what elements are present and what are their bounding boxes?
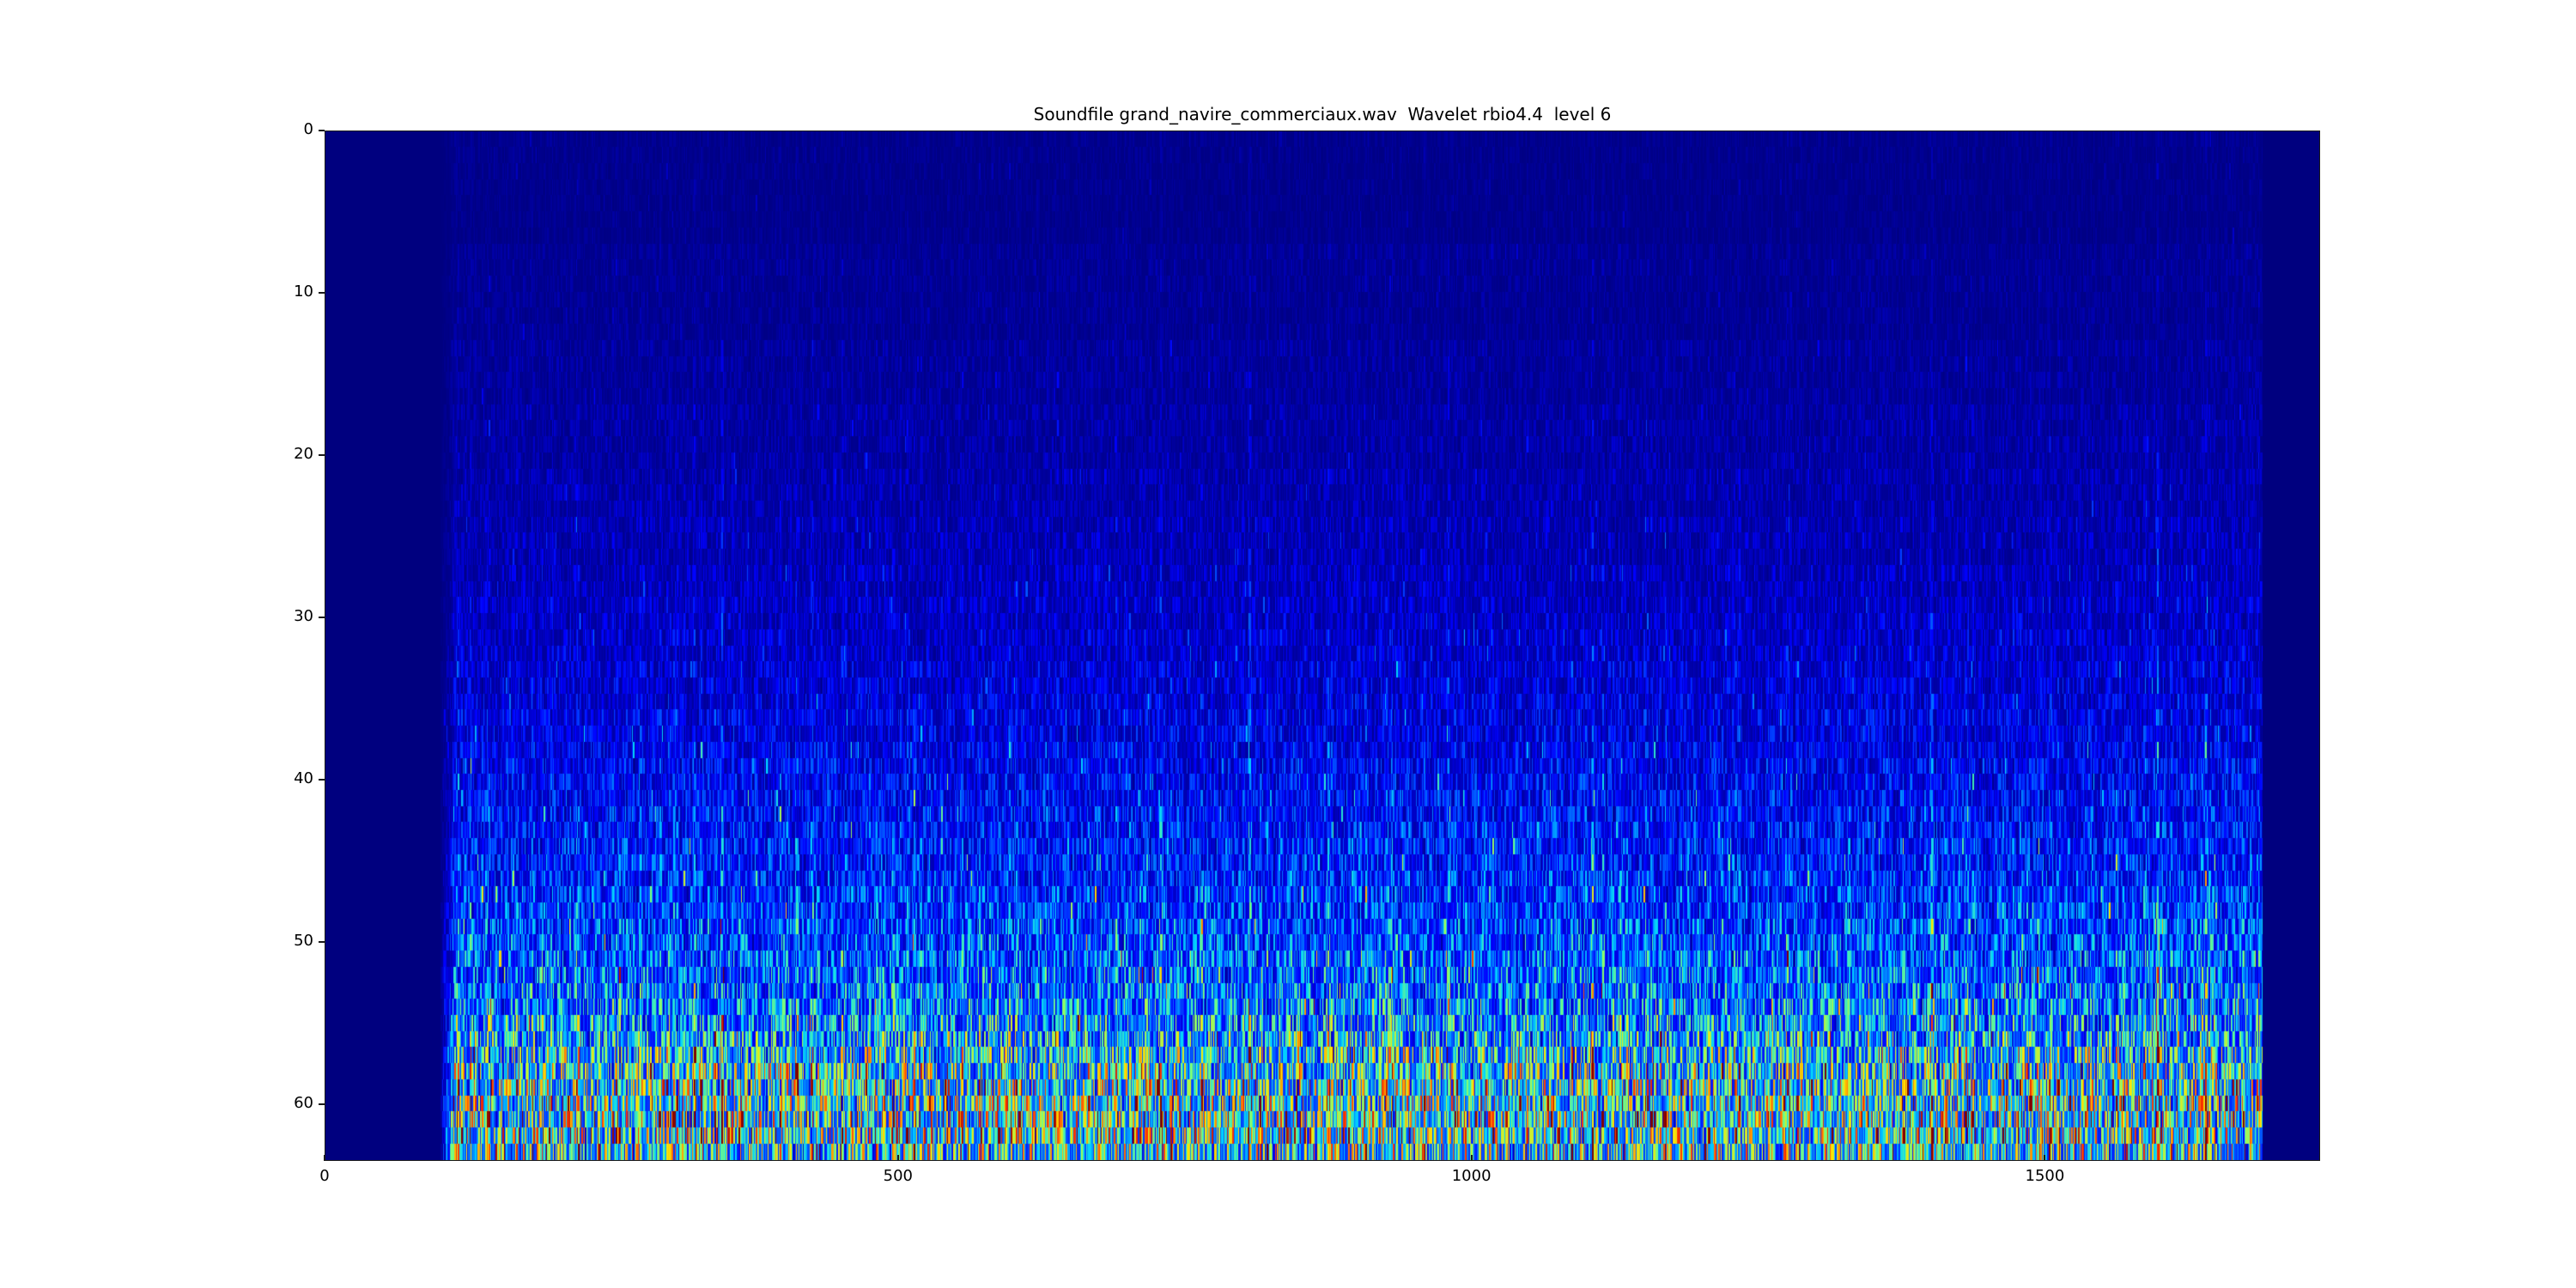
x-tick-mark bbox=[1470, 1155, 1473, 1161]
y-tick-label: 60 bbox=[294, 1093, 313, 1112]
y-tick-label: 40 bbox=[294, 769, 313, 787]
chart-title: Soundfile grand_navire_commerciaux.wav W… bbox=[1033, 104, 1612, 125]
y-tick-label: 30 bbox=[294, 606, 313, 625]
y-tick-mark bbox=[319, 291, 325, 294]
x-tick-mark bbox=[324, 1155, 325, 1161]
x-tick-label: 1500 bbox=[2025, 1167, 2065, 1185]
y-tick-mark bbox=[319, 453, 325, 456]
scalogram-axes bbox=[325, 131, 2320, 1161]
scalogram-heatmap bbox=[325, 131, 2319, 1160]
y-tick-mark bbox=[319, 130, 325, 131]
y-tick-label: 10 bbox=[294, 282, 313, 301]
y-tick-mark bbox=[319, 940, 325, 943]
x-tick-label: 500 bbox=[883, 1167, 913, 1185]
x-tick-mark bbox=[2044, 1155, 2046, 1161]
y-tick-mark bbox=[319, 778, 325, 781]
y-tick-mark bbox=[319, 616, 325, 618]
x-tick-label: 0 bbox=[319, 1167, 330, 1185]
y-tick-label: 0 bbox=[303, 120, 313, 138]
x-tick-label: 1000 bbox=[1451, 1167, 1492, 1185]
x-tick-mark bbox=[896, 1155, 899, 1161]
y-tick-label: 50 bbox=[294, 931, 313, 950]
y-tick-mark bbox=[319, 1103, 325, 1105]
y-tick-label: 20 bbox=[294, 444, 313, 463]
